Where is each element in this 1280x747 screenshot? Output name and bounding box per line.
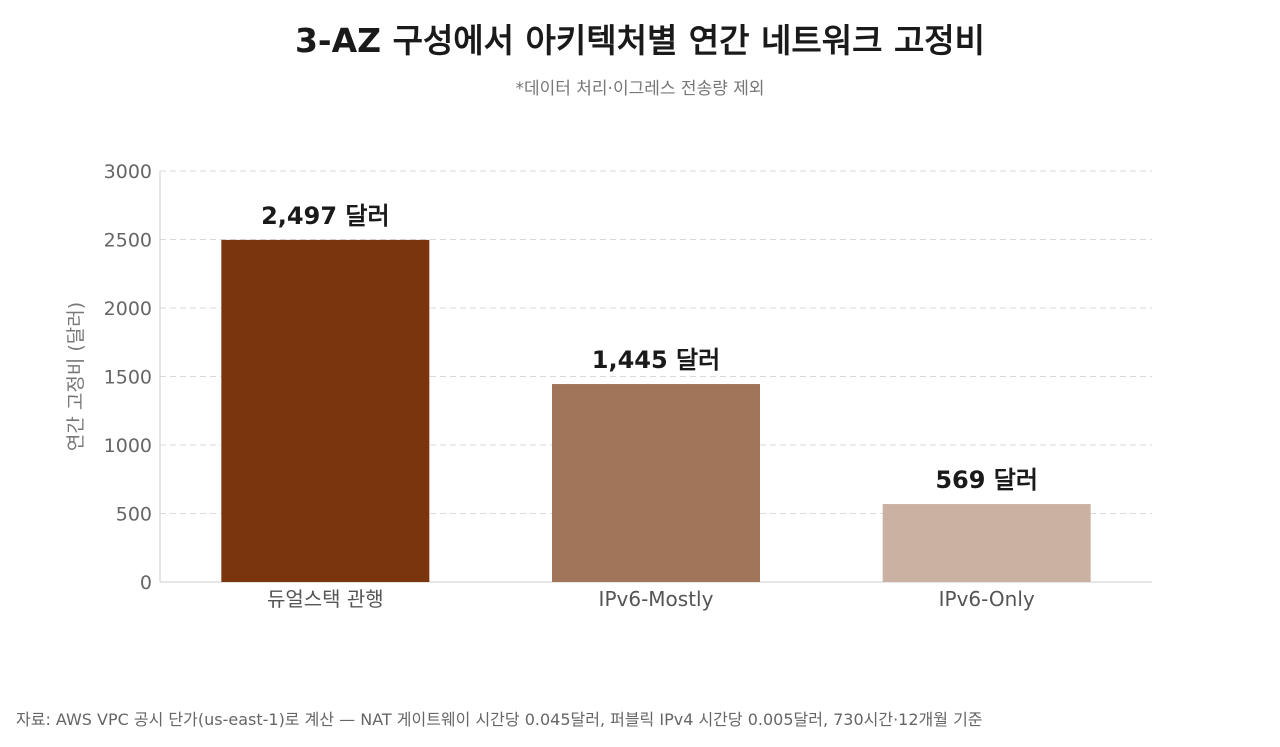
y-tick-label: 2500 [104, 230, 152, 252]
source-note: 자료: AWS VPC 공시 단가(us-east-1)로 계산 — NAT 게… [16, 710, 983, 729]
y-tick-label: 2000 [104, 298, 152, 320]
x-tick-label: IPv6-Mostly [599, 587, 714, 611]
bar-3 [882, 504, 1091, 582]
y-tick-label: 3000 [104, 161, 152, 183]
chart-title: 3-AZ 구성에서 아키텍처별 연간 네트워크 고정비 [294, 21, 986, 60]
bar-1 [221, 239, 430, 582]
data-label: 2,497 달러 [261, 202, 389, 230]
x-tick-label: 듀얼스택 관행 [267, 587, 384, 611]
y-tick-label: 0 [140, 572, 152, 594]
bars [221, 239, 1091, 582]
data-label: 1,445 달러 [592, 346, 720, 374]
y-tick-label: 1000 [104, 435, 152, 457]
chart-subtitle: *데이터 처리·이그레스 전송량 제외 [515, 79, 765, 99]
bar-chart: 0 500 1000 1500 2000 2500 3000 연간 고정비 (달러) 2,49… [65, 161, 1152, 611]
y-tick-label: 500 [116, 504, 152, 526]
data-label: 569 달러 [935, 466, 1038, 494]
y-axis-label: 연간 고정비 (달러) [65, 302, 87, 451]
bar-2 [552, 384, 760, 582]
x-tick-label: IPv6-Only [939, 587, 1035, 611]
y-tick-label: 1500 [104, 367, 152, 389]
